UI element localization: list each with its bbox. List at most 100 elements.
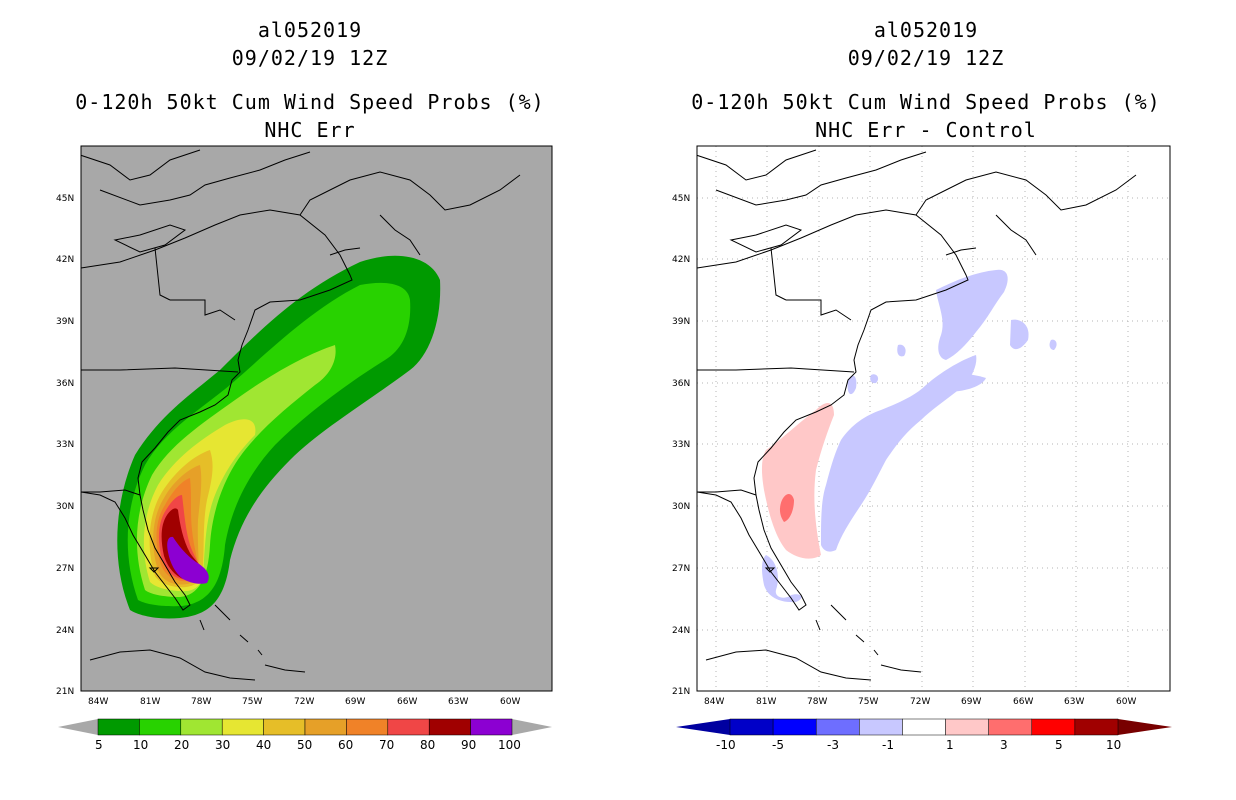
right-cbar-label-neg3: -3 — [827, 738, 839, 752]
left-colorbar-cell-5 — [304, 718, 347, 736]
right-lat-24: 24N — [672, 626, 690, 636]
right-lon-78: 78W — [807, 697, 827, 707]
left-colorbar-over-arrow — [512, 719, 552, 735]
left-lon-63: 63W — [448, 697, 468, 707]
left-lat-21: 21N — [56, 687, 74, 697]
right-map-ocean — [697, 146, 1170, 691]
left-colorbar-cell-7 — [387, 718, 430, 736]
left-colorbar — [58, 718, 552, 736]
left-lat-33: 33N — [56, 440, 74, 450]
right-lon-81: 81W — [756, 697, 776, 707]
left-cbar-label-20: 20 — [174, 738, 190, 752]
right-lon-72: 72W — [910, 697, 930, 707]
left-lon-75: 75W — [242, 697, 262, 707]
diff-negative-small6 — [1049, 339, 1057, 350]
diff-positive-3to5 — [779, 494, 794, 522]
right-lon-84: 84W — [704, 697, 724, 707]
left-cbar-label-30: 30 — [215, 738, 231, 752]
right-lon-75: 75W — [858, 697, 878, 707]
right-lat-45: 45N — [672, 194, 690, 204]
left-cbar-label-100: 100 — [498, 738, 521, 752]
right-lon-66: 66W — [1013, 697, 1033, 707]
right-lon-axis: 84W 81W 78W 75W 72W 69W 66W 63W 60W — [704, 697, 1136, 707]
left-lon-69: 69W — [345, 697, 365, 707]
left-cbar-label-40: 40 — [256, 738, 272, 752]
diff-positive-1to3 — [761, 403, 834, 559]
left-colorbar-under-arrow — [58, 719, 98, 735]
diff-negative-small4 — [897, 344, 906, 357]
right-lat-27: 27N — [672, 564, 690, 574]
left-title-experiment: NHC Err — [264, 118, 356, 142]
right-title-storm-id: al052019 — [873, 18, 979, 42]
right-colorbar-cell-3 — [859, 718, 903, 736]
diff-negative-ne — [936, 269, 1008, 360]
left-map: 21N 24N 27N 30N 33N 36N 39N 42N 45N 84W … — [56, 145, 553, 736]
left-cbar-label-70: 70 — [379, 738, 395, 752]
left-colorbar-cell-1 — [139, 718, 182, 736]
right-lat-36: 36N — [672, 379, 690, 389]
left-cbar-label-90: 90 — [461, 738, 477, 752]
right-cbar-label-neg1: -1 — [882, 738, 894, 752]
right-lat-axis: 21N 24N 27N 30N 33N 36N 39N 42N 45N — [672, 194, 690, 697]
right-title-experiment: NHC Err - Control — [815, 118, 1037, 142]
right-colorbar-cell-1 — [772, 718, 817, 736]
left-colorbar-cell-6 — [346, 718, 389, 736]
right-cbar-label-1: 1 — [946, 738, 954, 752]
left-colorbar-cell-3 — [221, 718, 264, 736]
left-colorbar-cell-9 — [470, 718, 513, 736]
right-lat-30: 30N — [672, 502, 690, 512]
right-title-product: 0-120h 50kt Cum Wind Speed Probs (%) — [691, 90, 1161, 114]
left-colorbar-cell-0 — [97, 718, 140, 736]
right-coastlines — [697, 149, 1137, 681]
right-lat-33: 33N — [672, 440, 690, 450]
diff-negative-small5 — [870, 374, 879, 384]
right-lon-63: 63W — [1064, 697, 1084, 707]
right-title-date: 09/02/19 12Z — [847, 46, 1005, 70]
right-lat-39: 39N — [672, 317, 690, 327]
right-colorbar-cell-8 — [1074, 718, 1119, 736]
left-lat-axis: 21N 24N 27N 30N 33N 36N 39N 42N 45N — [56, 194, 74, 697]
diff-negative-small2 — [761, 555, 802, 603]
diff-negative-small3 — [847, 375, 857, 395]
right-colorbar-under-arrow — [676, 719, 730, 735]
diff-negative-ne2 — [1010, 319, 1029, 350]
right-gridlines — [697, 146, 1170, 691]
prob-contour-90 — [167, 536, 209, 584]
left-lon-78: 78W — [191, 697, 211, 707]
diff-negative-main — [821, 355, 977, 552]
left-title-product: 0-120h 50kt Cum Wind Speed Probs (%) — [75, 90, 545, 114]
right-cbar-label-neg5: -5 — [772, 738, 784, 752]
left-cbar-label-60: 60 — [338, 738, 354, 752]
left-cbar-label-80: 80 — [420, 738, 436, 752]
right-colorbar-cell-5 — [945, 718, 989, 736]
left-lon-72: 72W — [294, 697, 314, 707]
left-lon-axis: 84W 81W 78W 75W 72W 69W 66W 63W 60W — [88, 697, 520, 707]
left-colorbar-cell-4 — [263, 718, 306, 736]
left-lat-24: 24N — [56, 626, 74, 636]
left-lat-36: 36N — [56, 379, 74, 389]
left-lon-81: 81W — [140, 697, 160, 707]
left-cbar-label-5: 5 — [95, 738, 103, 752]
left-lat-42: 42N — [56, 255, 74, 265]
left-lon-84: 84W — [88, 697, 108, 707]
left-lat-45: 45N — [56, 194, 74, 204]
right-lat-42: 42N — [672, 255, 690, 265]
left-lat-39: 39N — [56, 317, 74, 327]
right-colorbar-cell-2 — [815, 718, 860, 736]
diff-negative-small1 — [938, 373, 986, 392]
left-coastlines — [81, 149, 521, 681]
right-lon-60: 60W — [1116, 697, 1136, 707]
left-cbar-label-10: 10 — [133, 738, 149, 752]
right-cbar-label-3: 3 — [1000, 738, 1008, 752]
right-lat-21: 21N — [672, 687, 690, 697]
left-lat-30: 30N — [56, 502, 74, 512]
left-cbar-label-50: 50 — [297, 738, 313, 752]
left-title-date: 09/02/19 12Z — [231, 46, 389, 70]
left-lon-60: 60W — [500, 697, 520, 707]
right-colorbar — [676, 718, 1172, 736]
right-colorbar-cell-6 — [988, 718, 1033, 736]
right-colorbar-cell-4 — [902, 718, 946, 736]
right-lon-69: 69W — [961, 697, 981, 707]
right-colorbar-cell-7 — [1031, 718, 1076, 736]
left-lon-66: 66W — [397, 697, 417, 707]
